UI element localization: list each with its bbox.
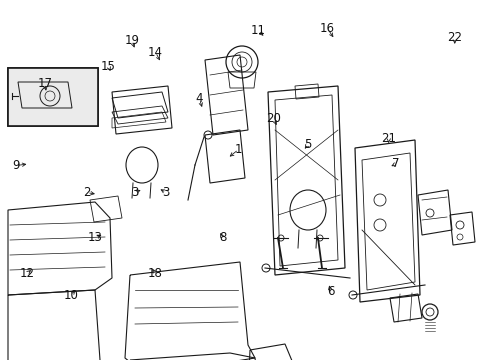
Text: 2: 2: [83, 186, 91, 199]
Text: 5: 5: [304, 138, 311, 150]
Text: 4: 4: [195, 93, 203, 105]
Text: 18: 18: [148, 267, 163, 280]
Text: 22: 22: [447, 31, 461, 44]
Text: 12: 12: [20, 267, 34, 280]
Text: 3: 3: [162, 186, 170, 199]
Text: 1: 1: [234, 143, 242, 156]
Text: 21: 21: [381, 132, 395, 145]
Text: 15: 15: [101, 60, 116, 73]
Text: 16: 16: [320, 22, 334, 35]
Text: 3: 3: [130, 186, 138, 199]
Text: 6: 6: [326, 285, 334, 298]
Text: 17: 17: [38, 77, 52, 90]
Text: 20: 20: [266, 112, 281, 125]
Bar: [8, 68, 98, 126]
Text: 7: 7: [391, 157, 399, 170]
Text: 8: 8: [218, 231, 226, 244]
Text: 14: 14: [148, 46, 163, 59]
Text: 11: 11: [250, 24, 265, 37]
Text: 19: 19: [124, 34, 139, 47]
Text: 9: 9: [12, 159, 20, 172]
Text: 10: 10: [63, 289, 78, 302]
Text: 13: 13: [88, 231, 102, 244]
